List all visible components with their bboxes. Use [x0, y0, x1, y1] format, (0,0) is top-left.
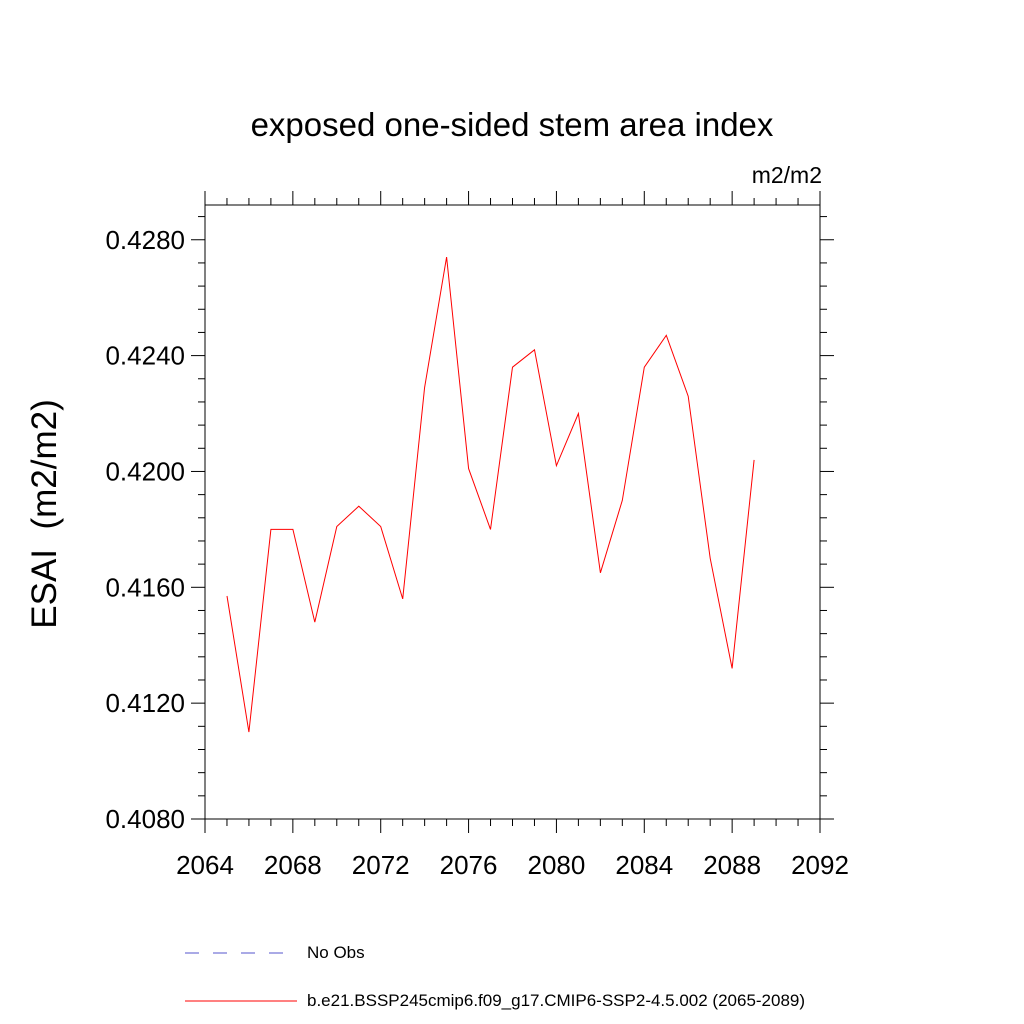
data-series-line	[226, 257, 755, 733]
y-tick-label: 0.4200	[105, 456, 185, 486]
x-tick-label: 2084	[615, 850, 673, 880]
units-label: m2/m2	[751, 162, 822, 188]
x-tick-label: 2080	[528, 850, 586, 880]
legend-obs-label: No Obs	[307, 943, 365, 962]
y-axis-label: ESAI (m2/m2)	[25, 399, 64, 629]
y-tick-label: 0.4280	[105, 225, 185, 255]
y-tick-label: 0.4240	[105, 341, 185, 371]
y-tick-label: 0.4080	[105, 804, 185, 834]
x-tick-label: 2072	[352, 850, 410, 880]
legend-run-label: b.e21.BSSP245cmip6.f09_g17.CMIP6-SSP2-4.…	[307, 991, 806, 1010]
x-tick-label: 2092	[791, 850, 849, 880]
x-tick-label: 2064	[176, 850, 234, 880]
x-tick-label: 2068	[264, 850, 322, 880]
chart-title: exposed one-sided stem area index	[250, 106, 774, 143]
plot-frame	[204, 204, 821, 820]
axis-ticks	[191, 191, 834, 833]
x-tick-label: 2076	[440, 850, 498, 880]
y-tick-label: 0.4120	[105, 688, 185, 718]
y-tick-label: 0.4160	[105, 572, 185, 602]
axis-tick-labels: 2064 2068 2072 2076 2080 2084 2088 2092 0.4080 0.…	[105, 225, 848, 880]
x-tick-label: 2088	[703, 850, 761, 880]
